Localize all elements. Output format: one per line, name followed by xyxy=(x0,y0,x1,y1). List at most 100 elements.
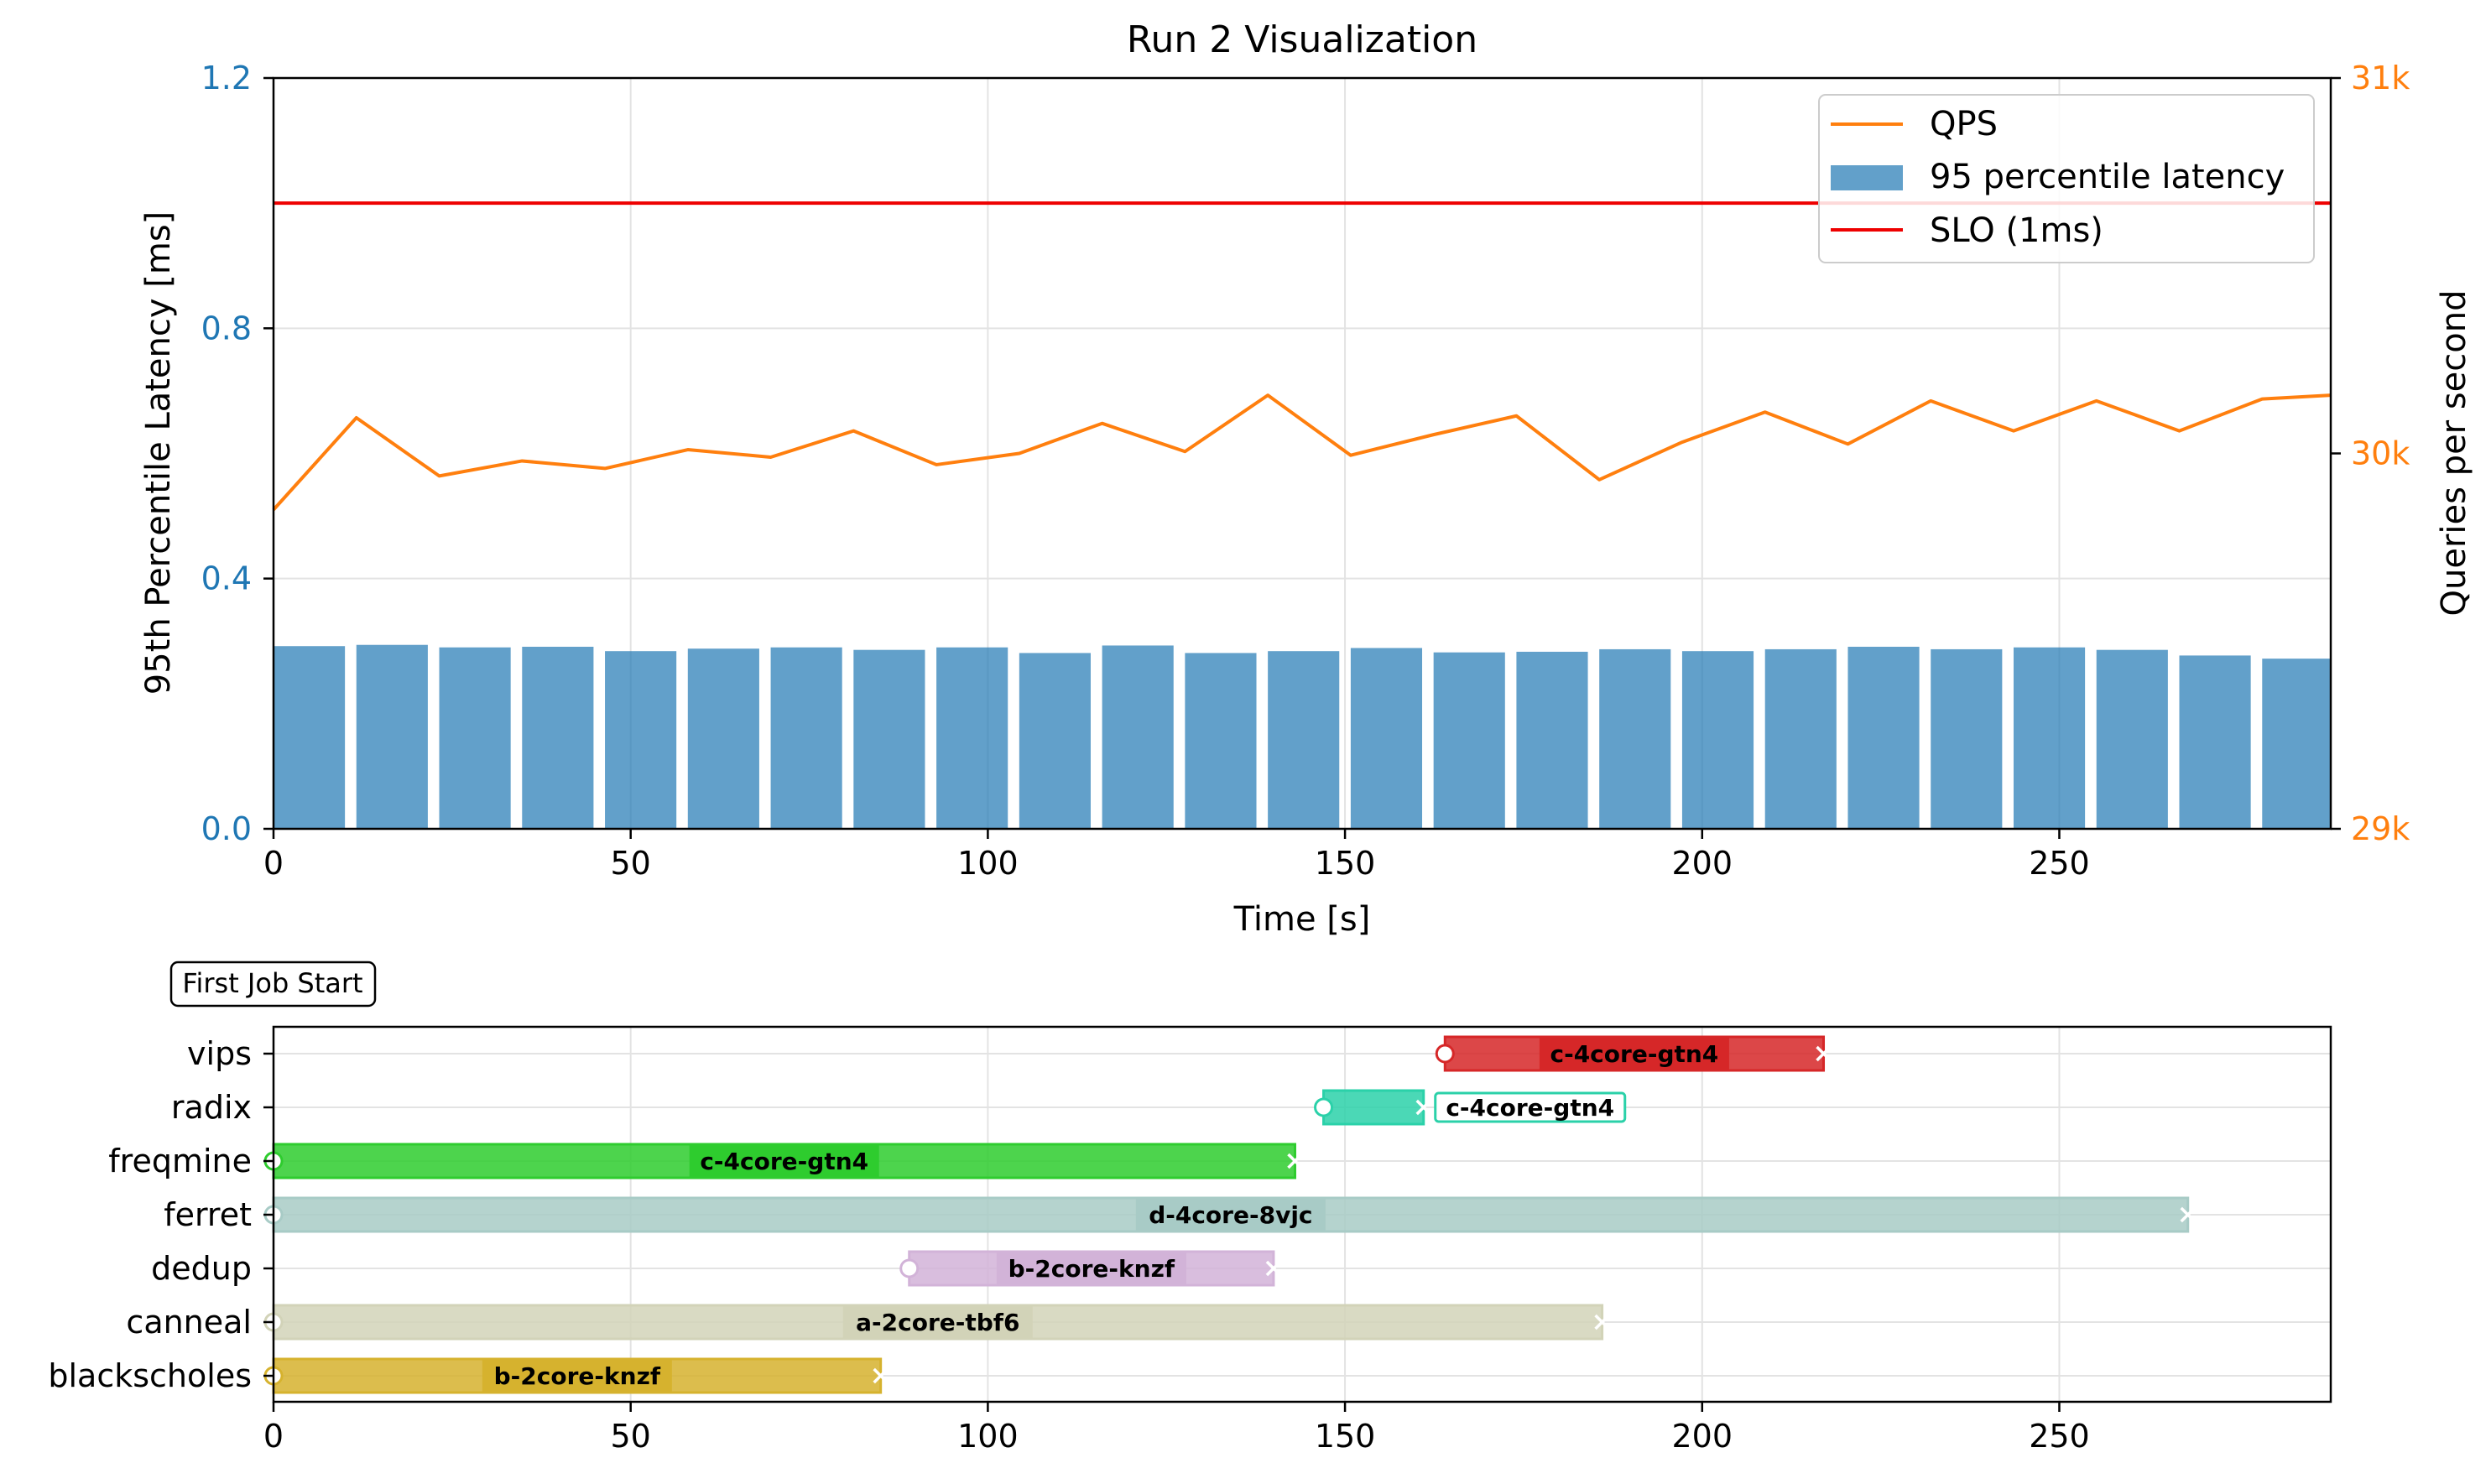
right-y-tick-label: 31k xyxy=(2351,60,2410,96)
gantt-bar xyxy=(1322,1089,1425,1126)
gantt-job-dedup: b-2core-knzf xyxy=(899,1250,1282,1287)
top-x-axis-ticks: 0 50 100 150 200 250 xyxy=(263,829,2090,882)
latency-bar xyxy=(356,644,428,829)
gantt-y-axis-ticks: vips radix freqmine ferret dedup canneal black… xyxy=(48,1035,274,1394)
gantt-job-label: c-4core-gtn4 xyxy=(1550,1040,1718,1068)
first-job-start-annotation: First Job Start xyxy=(169,961,377,1008)
left-y-tick-label: 0.4 xyxy=(201,560,252,597)
left-y-axis-label: 95th Percentile Latency [ms] xyxy=(139,211,178,695)
right-y-tick-label: 30k xyxy=(2351,435,2410,472)
top-x-tick-label: 50 xyxy=(611,845,651,882)
gantt-job-label: d-4core-8vjc xyxy=(1149,1201,1312,1229)
top-x-tick-label: 0 xyxy=(263,845,284,882)
latency-bar xyxy=(936,647,1008,829)
gantt-end-marker xyxy=(1594,1314,1610,1330)
latency-bar xyxy=(1268,651,1340,829)
gantt-y-tick-label: dedup xyxy=(151,1250,252,1287)
gantt-start-marker xyxy=(1314,1097,1334,1117)
latency-bar xyxy=(1185,653,1257,829)
top-x-tick-label: 150 xyxy=(1315,845,1376,882)
gantt-y-tick-label: radix xyxy=(171,1089,252,1126)
gantt-y-tick-label: canneal xyxy=(126,1304,252,1341)
gantt-x-tick-label: 200 xyxy=(1672,1418,1733,1455)
latency-bar xyxy=(2262,659,2331,829)
gantt-x-tick-label: 150 xyxy=(1315,1418,1376,1455)
latency-bar xyxy=(274,646,346,829)
gantt-job-label: b-2core-knzf xyxy=(1008,1255,1175,1283)
latency-bar xyxy=(522,646,594,829)
gantt-job-label: c-4core-gtn4 xyxy=(1446,1094,1614,1122)
gantt-y-tick-label: freqmine xyxy=(108,1143,252,1179)
latency-bar xyxy=(853,649,925,829)
gantt-label-bg xyxy=(689,1145,879,1177)
gantt-end-marker xyxy=(2180,1206,2196,1223)
latency-bar xyxy=(1019,653,1091,829)
legend-latency-label: 95 percentile latency xyxy=(1930,158,2285,196)
gantt-job-vips: c-4core-gtn4 xyxy=(1435,1035,1832,1072)
latency-bar xyxy=(1681,651,1754,829)
latency-bar xyxy=(605,651,677,829)
x-axis-label: Time [s] xyxy=(1233,900,1371,939)
legend-qps-label: QPS xyxy=(1930,105,1998,143)
gantt-job-label: a-2core-tbf6 xyxy=(856,1309,1019,1336)
latency-bar xyxy=(1516,651,1588,829)
latency-bar xyxy=(1764,648,1837,829)
gantt-y-tick-label: ferret xyxy=(164,1196,252,1233)
gantt-job-label: b-2core-knzf xyxy=(494,1362,661,1390)
gantt-end-marker xyxy=(1287,1153,1303,1169)
first-job-start-label: First Job Start xyxy=(182,967,362,999)
left-y-axis-ticks: 0.0 0.4 0.8 1.2 xyxy=(201,60,274,847)
latency-bar xyxy=(1931,648,2003,829)
gantt-y-tick-label: blackscholes xyxy=(48,1357,252,1394)
left-y-tick-label: 0.0 xyxy=(201,810,252,847)
gantt-label-bg xyxy=(1539,1038,1729,1070)
latency-bar xyxy=(687,648,759,829)
right-y-tick-label: 29k xyxy=(2351,810,2410,847)
gantt-x-tick-label: 100 xyxy=(957,1418,1019,1455)
gantt-label-bg xyxy=(482,1360,672,1392)
gantt-job-blackscholes: b-2core-knzf xyxy=(263,1357,889,1394)
top-x-tick-label: 200 xyxy=(1672,845,1733,882)
latency-bar xyxy=(1102,645,1174,829)
qps-line xyxy=(272,393,2332,511)
latency-bar xyxy=(2096,649,2168,829)
legend-slo-label: SLO (1ms) xyxy=(1930,211,2103,250)
top-x-tick-label: 250 xyxy=(2029,845,2090,882)
latency-bar xyxy=(1350,648,1423,829)
gantt-start-marker xyxy=(1435,1044,1455,1064)
top-x-tick-label: 100 xyxy=(957,845,1019,882)
latency-bar xyxy=(770,647,842,829)
latency-bar xyxy=(1599,648,1671,829)
legend-box xyxy=(1818,94,2315,263)
gantt-bars: c-4core-gtn4 c-4core-gtn4 c-4core-gtn4 d-4c… xyxy=(263,1035,2196,1394)
gantt-job-label: c-4core-gtn4 xyxy=(700,1148,868,1175)
gantt-label-box xyxy=(1434,1091,1627,1123)
gantt-job-radix: c-4core-gtn4 xyxy=(1314,1089,1627,1126)
gantt-end-marker xyxy=(1265,1260,1282,1277)
gantt-x-tick-label: 250 xyxy=(2029,1418,2090,1455)
first-job-start-box xyxy=(169,961,377,1008)
gantt-end-marker xyxy=(873,1367,889,1384)
gantt-x-axis-ticks: 0 50 100 150 200 250 xyxy=(263,1402,2090,1455)
legend: QPS 95 percentile latency SLO (1ms) xyxy=(1818,94,2315,263)
gantt-job-ferret: d-4core-8vjc xyxy=(263,1196,2196,1233)
gantt-x-tick-label: 50 xyxy=(611,1418,651,1455)
gantt-job-freqmine: c-4core-gtn4 xyxy=(263,1143,1303,1179)
latency-bar xyxy=(2013,647,2086,829)
gantt-label-bg xyxy=(996,1252,1186,1284)
latency-bar xyxy=(1433,652,1505,829)
left-y-tick-label: 1.2 xyxy=(201,60,252,96)
latency-bars xyxy=(274,644,2331,829)
latency-bar xyxy=(2179,655,2251,829)
right-y-axis-ticks: 29k 30k 31k xyxy=(2331,60,2410,847)
gantt-y-tick-label: vips xyxy=(187,1035,252,1072)
right-y-axis-label: Queries per second xyxy=(2435,290,2473,617)
latency-bar xyxy=(1847,646,1920,829)
left-y-tick-label: 0.8 xyxy=(201,310,252,346)
gantt-start-marker xyxy=(899,1258,920,1278)
gantt-job-canneal: a-2core-tbf6 xyxy=(263,1304,1610,1341)
gantt-end-marker xyxy=(1415,1099,1431,1116)
gantt-label-bg xyxy=(842,1306,1033,1338)
chart-title: Run 2 Visualization xyxy=(1127,18,1477,61)
